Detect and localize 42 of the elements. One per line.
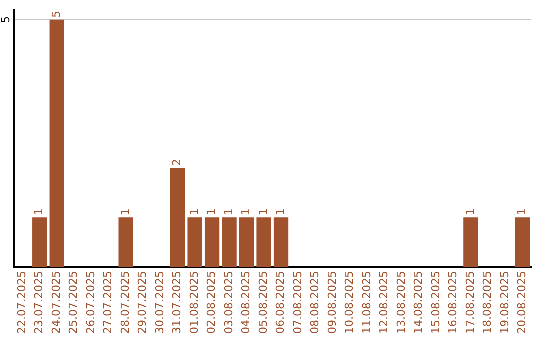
data-label: 5: [50, 10, 63, 18]
x-tick-label: 01.08.2025: [188, 271, 201, 334]
x-tick-label: 14.08.2025: [412, 271, 426, 334]
x-tick-label: 24.07.2025: [50, 271, 63, 334]
data-label: 1: [118, 208, 132, 216]
x-tick-label: 22.07.2025: [15, 271, 28, 334]
x-tick-label: 02.08.2025: [205, 271, 218, 334]
data-label: 1: [205, 208, 218, 216]
data-label: 1: [516, 208, 529, 216]
x-tick-label: 30.07.2025: [153, 271, 166, 334]
x-tick-label: 03.08.2025: [222, 271, 236, 334]
data-label: 1: [32, 208, 46, 216]
data-label: 1: [240, 208, 253, 216]
x-tick-label: 09.08.2025: [326, 271, 339, 334]
data-label: 2: [170, 159, 184, 166]
x-tick-label: 08.08.2025: [308, 271, 322, 334]
data-label: 1: [222, 208, 236, 216]
x-tick-label: 10.08.2025: [343, 271, 356, 334]
x-tick-label: 15.08.2025: [429, 271, 442, 334]
x-tick-label: 26.07.2025: [84, 271, 98, 334]
x-tick-label: 20.08.2025: [516, 271, 529, 334]
data-label: 1: [188, 208, 201, 216]
x-tick-label: 27.07.2025: [102, 271, 115, 334]
data-label: 1: [464, 208, 477, 216]
x-tick-label: 11.08.2025: [360, 271, 374, 334]
x-tick-label: 06.08.2025: [274, 271, 288, 334]
x-tick-label: 31.07.2025: [170, 271, 184, 334]
x-tick-label: 19.08.2025: [498, 271, 512, 334]
x-tick-label: 12.08.2025: [378, 271, 391, 334]
x-tick-label: 07.08.2025: [291, 271, 304, 334]
data-label: 1: [274, 208, 288, 216]
x-tick-label: 25.07.2025: [67, 271, 80, 334]
x-tick-label: 29.07.2025: [136, 271, 150, 334]
data-label: 1: [256, 208, 270, 216]
x-tick-label: 17.08.2025: [464, 271, 477, 334]
x-tick-label: 18.08.2025: [481, 271, 494, 334]
x-tick-label: 28.07.2025: [118, 271, 132, 334]
x-tick-label: 05.08.2025: [256, 271, 270, 334]
x-tick-label: 16.08.2025: [446, 271, 460, 334]
x-tick-label: 13.08.2025: [394, 271, 408, 334]
x-tick-label: 04.08.2025: [240, 271, 253, 334]
x-tick-label: 23.07.2025: [32, 271, 46, 334]
